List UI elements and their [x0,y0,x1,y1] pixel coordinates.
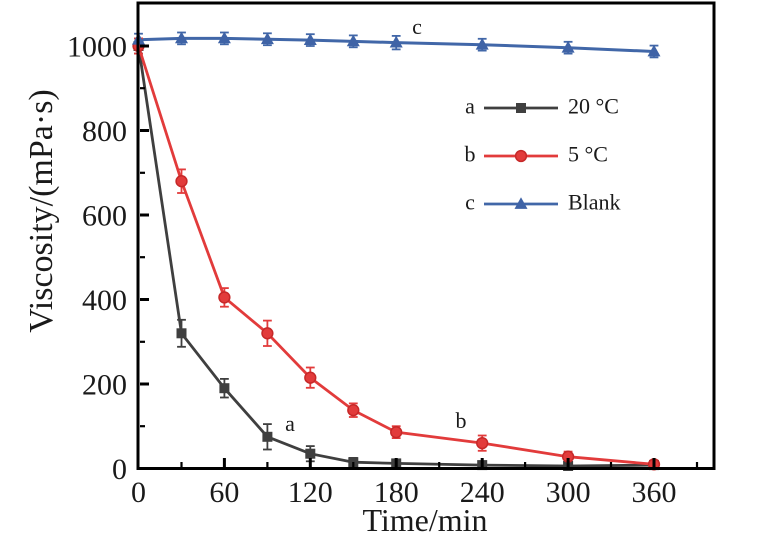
svg-text:b: b [465,142,476,167]
svg-text:0: 0 [131,476,146,509]
svg-text:20 °C: 20 °C [568,94,619,119]
svg-text:600: 600 [82,199,127,232]
svg-text:60: 60 [209,476,239,509]
svg-text:Blank: Blank [568,190,621,215]
svg-text:0: 0 [112,453,127,486]
svg-text:1000: 1000 [67,30,127,63]
svg-text:5 °C: 5 °C [568,142,608,167]
svg-text:Time/min: Time/min [362,502,487,534]
svg-text:a: a [285,411,295,436]
svg-text:120: 120 [288,476,333,509]
svg-text:240: 240 [460,476,505,509]
svg-text:400: 400 [82,284,127,317]
svg-text:180: 180 [374,476,419,509]
svg-text:800: 800 [82,115,127,148]
svg-text:c: c [412,14,422,39]
svg-text:Viscosity/(mPa·s): Viscosity/(mPa·s) [23,89,60,333]
svg-text:a: a [465,94,475,119]
svg-text:300: 300 [546,476,591,509]
svg-text:200: 200 [82,368,127,401]
svg-text:b: b [456,408,467,433]
svg-text:c: c [465,190,475,215]
svg-text:360: 360 [632,476,677,509]
